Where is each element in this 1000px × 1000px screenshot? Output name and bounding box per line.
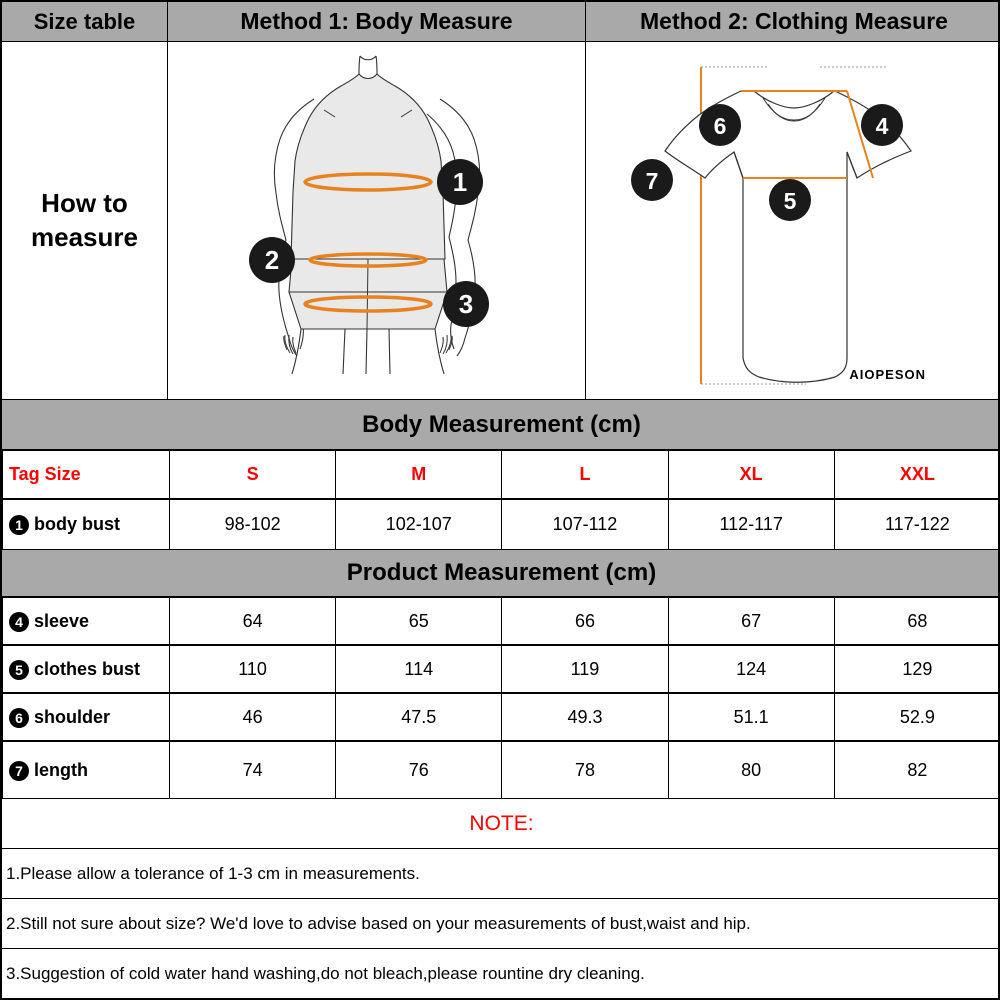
svg-text:1: 1: [453, 167, 467, 197]
svg-text:4: 4: [876, 113, 889, 139]
svg-text:AIOPESON: AIOPESON: [849, 367, 926, 382]
svg-text:5: 5: [784, 188, 797, 214]
svg-text:7: 7: [646, 168, 659, 194]
svg-text:3: 3: [459, 289, 473, 319]
svg-text:2: 2: [265, 245, 279, 275]
svg-text:6: 6: [714, 113, 727, 139]
